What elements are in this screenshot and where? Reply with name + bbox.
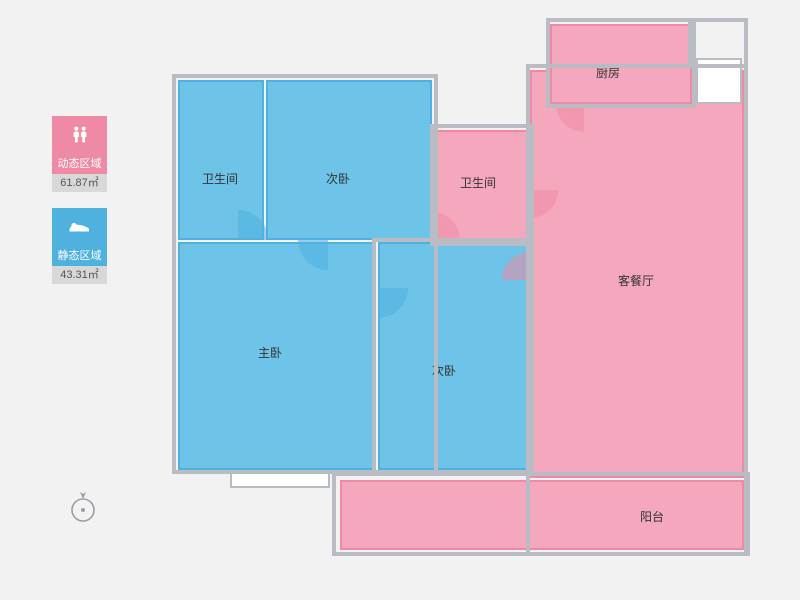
room-balcony (340, 480, 744, 550)
legend-label-static: 静态区域 (52, 246, 107, 266)
people-icon (52, 116, 107, 154)
room-label-kitchen: 厨房 (596, 64, 620, 81)
legend-item-dynamic: 动态区域 61.87㎡ (52, 116, 107, 192)
room-bath1 (178, 80, 264, 240)
floorplan: 客餐厅厨房卫生间阳台卫生间次卧主卧次卧 (172, 24, 780, 576)
room-label-balcony: 阳台 (640, 508, 664, 525)
room-label-living: 客餐厅 (618, 272, 654, 289)
legend-item-static: 静态区域 43.31㎡ (52, 208, 107, 284)
legend: 动态区域 61.87㎡ 静态区域 43.31㎡ (52, 116, 107, 300)
sleep-icon (52, 208, 107, 246)
legend-value-static: 43.31㎡ (52, 266, 107, 284)
room-label-bath2: 卫生间 (460, 174, 496, 191)
legend-value-dynamic: 61.87㎡ (52, 174, 107, 192)
window (230, 470, 330, 488)
room-label-master: 主卧 (258, 344, 282, 361)
room-bed2b (378, 242, 528, 470)
room-label-bed2b: 次卧 (432, 362, 456, 379)
compass-icon (68, 488, 98, 524)
window (696, 58, 742, 104)
legend-label-dynamic: 动态区域 (52, 154, 107, 174)
room-label-bed2a: 次卧 (326, 170, 350, 187)
room-kitchen (550, 24, 692, 104)
room-bed2a (266, 80, 432, 240)
room-label-bath1: 卫生间 (202, 170, 238, 187)
